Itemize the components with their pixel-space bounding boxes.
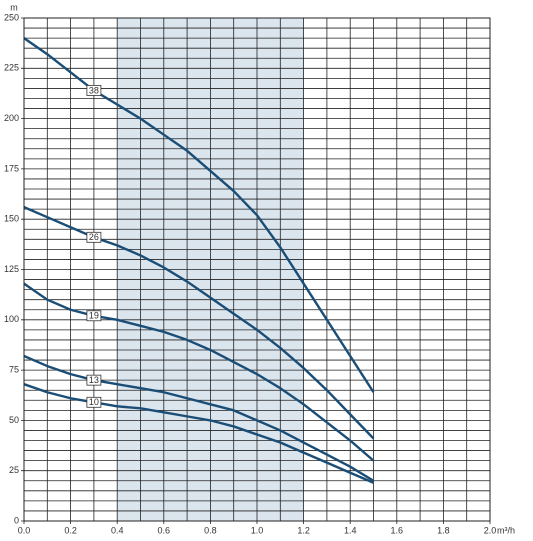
curve: [23, 282, 375, 462]
y-tick-label: 75: [9, 364, 19, 374]
curve: [23, 383, 374, 484]
y-tick-label: 225: [4, 63, 19, 73]
curve: [23, 354, 375, 482]
y-tick-label: 0: [14, 515, 19, 525]
curve-label-box: [86, 396, 102, 408]
curve: [23, 37, 375, 393]
curve-label: 26: [89, 232, 99, 242]
y-tick-label: 50: [9, 415, 19, 425]
x-tick-label: 1.2: [297, 525, 310, 535]
y-tick-label: 100: [4, 314, 19, 324]
curve-label-box: [86, 374, 102, 386]
curve-label: 10: [89, 397, 99, 407]
curve-label-box: [86, 85, 102, 96]
y-tick-label: 200: [4, 113, 19, 123]
x-tick-label: 2.0: [484, 525, 497, 535]
y-tick-label: 250: [4, 12, 19, 22]
y-tick-label: 150: [4, 214, 19, 224]
x-tick-label: 1.0: [251, 525, 264, 535]
x-tick-label: 0.6: [158, 525, 171, 535]
curve-label: 19: [89, 311, 99, 321]
curve-label-box: [86, 310, 102, 322]
plot-frame: [23, 17, 491, 522]
curve: [23, 206, 375, 440]
x-tick-label: 0.0: [18, 525, 31, 535]
y-unit: m: [10, 2, 18, 12]
x-tick-label: 0.4: [111, 525, 124, 535]
x-tick-label: 1.4: [344, 525, 357, 535]
curve-label: 38: [89, 85, 99, 95]
y-tick-label: 125: [4, 264, 19, 274]
x-tick-label: 1.8: [437, 525, 450, 535]
x-tick-label: 1.6: [391, 525, 404, 535]
x-tick-label: 0.8: [204, 525, 217, 535]
curve-label-box: [86, 231, 102, 243]
x-unit: m³/h: [497, 525, 515, 535]
y-tick-label: 175: [4, 163, 19, 173]
curve-label: 13: [89, 375, 99, 385]
y-tick-label: 25: [9, 465, 19, 475]
x-tick-label: 0.2: [64, 525, 77, 535]
